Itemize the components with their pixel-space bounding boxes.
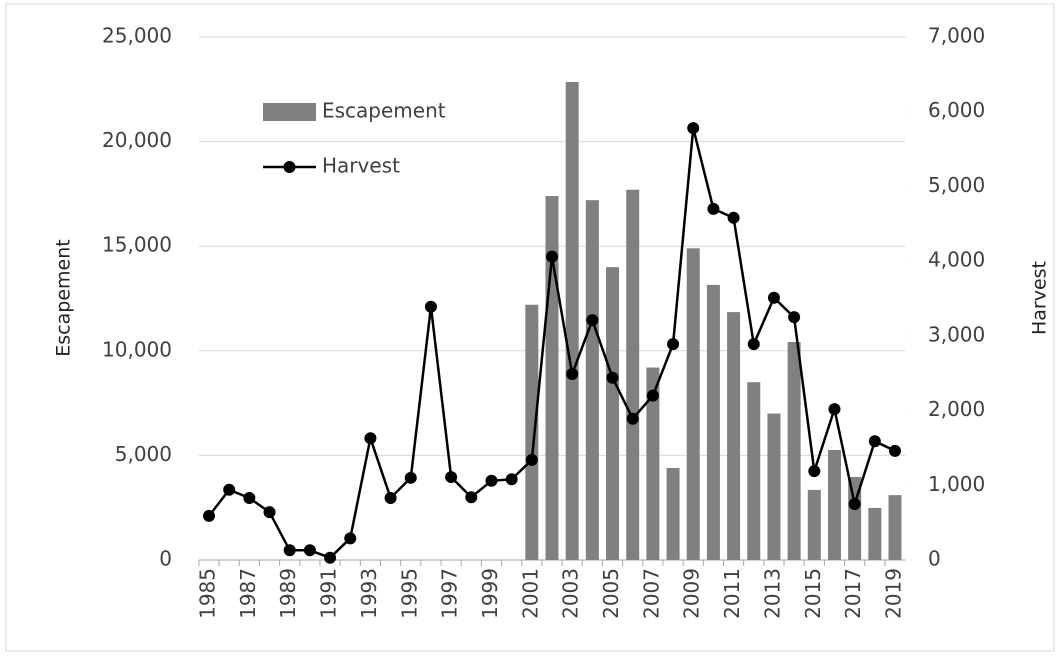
marker — [626, 412, 639, 425]
x-tick-label: 1987 — [236, 568, 260, 619]
x-tick-label: 1993 — [357, 568, 381, 619]
x-tick-label: 2003 — [559, 568, 583, 619]
marker — [283, 544, 296, 557]
marker — [344, 532, 357, 545]
marker — [263, 506, 276, 519]
x-tick-label: 1997 — [438, 568, 462, 619]
marker — [364, 432, 377, 445]
marker — [223, 483, 236, 496]
marker — [606, 371, 619, 384]
bar — [767, 413, 781, 560]
marker — [384, 491, 397, 504]
x-tick-label: 1985 — [196, 568, 220, 619]
y2-tick-label: 2,000 — [928, 397, 985, 421]
y2-axis-title: Harvest — [1029, 261, 1051, 335]
bar — [565, 81, 579, 560]
x-tick-label: 1995 — [397, 568, 421, 619]
legend-marker — [283, 161, 296, 173]
bar — [686, 248, 700, 561]
bar — [747, 382, 761, 560]
bar — [888, 495, 902, 560]
marker — [203, 509, 215, 522]
bar — [626, 189, 640, 560]
marker — [424, 300, 437, 313]
bar — [646, 367, 660, 560]
y2-tick-label: 0 — [928, 547, 941, 571]
marker — [828, 403, 841, 416]
bar — [585, 200, 599, 560]
bar — [787, 342, 801, 560]
marker — [445, 471, 458, 484]
x-tick-label: 2011 — [720, 568, 744, 619]
y-tick-label: 25,000 — [102, 24, 172, 48]
legend-label: Escapement — [322, 99, 446, 123]
legend-label: Harvest — [322, 154, 400, 178]
bar — [606, 267, 620, 560]
bar — [545, 195, 559, 560]
marker — [586, 314, 599, 327]
x-tick-label: 1989 — [276, 568, 300, 619]
y-tick-label: 10,000 — [102, 337, 172, 361]
marker — [707, 202, 720, 215]
marker — [747, 338, 760, 351]
bar — [666, 467, 680, 560]
y2-tick-label: 3,000 — [928, 322, 985, 346]
marker — [646, 389, 659, 402]
y2-tick-label: 1,000 — [928, 472, 985, 496]
bar — [706, 284, 720, 560]
y2-tick-label: 7,000 — [928, 24, 985, 48]
marker — [505, 473, 518, 486]
x-tick-label: 2017 — [841, 568, 865, 619]
x-tick-label: 2005 — [599, 568, 623, 619]
marker — [687, 122, 700, 135]
bar — [525, 304, 539, 560]
marker — [767, 291, 780, 304]
marker — [788, 311, 801, 324]
x-tick-label: 2015 — [801, 568, 825, 619]
marker — [848, 497, 861, 510]
y2-tick-label: 5,000 — [928, 173, 985, 197]
y-tick-label: 20,000 — [102, 128, 172, 152]
legend-swatch — [263, 103, 316, 121]
marker — [243, 491, 256, 504]
bar — [807, 489, 821, 560]
y-tick-label: 15,000 — [102, 233, 172, 257]
marker — [889, 444, 901, 457]
marker — [546, 250, 558, 263]
marker — [404, 471, 417, 484]
marker — [525, 453, 538, 466]
x-tick-label: 2013 — [760, 568, 784, 619]
marker — [868, 435, 881, 448]
bar — [827, 449, 841, 560]
x-tick-label: 2007 — [639, 568, 663, 619]
y2-tick-label: 6,000 — [928, 98, 985, 122]
y2-tick-label: 4,000 — [928, 248, 985, 272]
marker — [465, 491, 478, 504]
marker — [808, 465, 821, 478]
x-tick-label: 2001 — [518, 568, 542, 619]
x-tick-label: 2019 — [882, 568, 906, 619]
x-tick-label: 1991 — [317, 568, 341, 619]
marker — [566, 367, 579, 380]
marker — [485, 474, 498, 487]
bar — [727, 312, 741, 560]
marker — [667, 338, 680, 351]
x-tick-label: 1999 — [478, 568, 502, 619]
chart-frame — [5, 3, 1055, 652]
y-tick-label: 0 — [159, 547, 172, 571]
y-tick-label: 5,000 — [115, 442, 172, 466]
x-tick-label: 2009 — [680, 568, 704, 619]
y-axis-title: Escapement — [53, 239, 75, 356]
marker — [303, 544, 316, 557]
marker — [324, 551, 337, 564]
bar — [868, 507, 882, 560]
marker — [727, 211, 740, 224]
